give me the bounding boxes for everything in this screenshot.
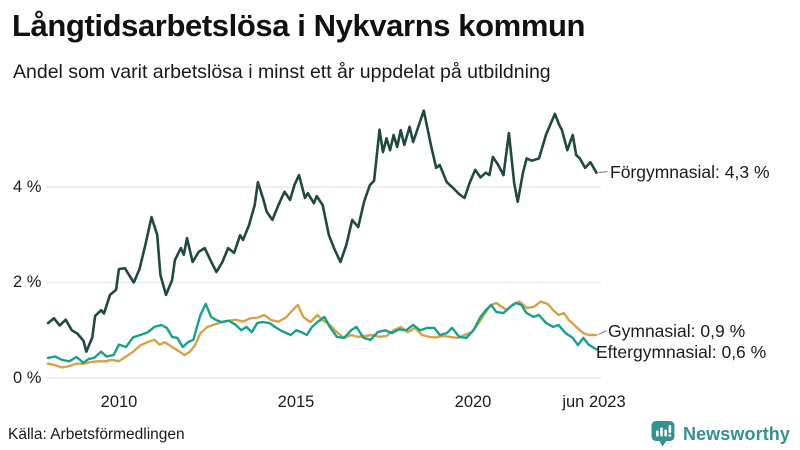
line-förgymnasial [46,109,598,354]
source-note: Källa: Arbetsförmedlingen [8,426,185,443]
newsworthy-logo: Newsworthy [651,420,790,448]
y-tick-0: 0 % [13,369,42,387]
x-tick-2010: 2010 [100,393,138,411]
x-tick-jun-2023: jun 2023 [562,393,626,411]
page-title: Långtidsarbetslösa i Nykvarns kommun [12,8,586,43]
x-tick-2015: 2015 [277,393,315,411]
y-tick-4: 4 % [13,178,42,196]
line-gymnasial [46,300,598,369]
series-label-eftergymnasial: Eftergymnasial: 0,6 % [596,342,767,362]
newsworthy-chart-bubble-icon [651,421,675,447]
line-eftergymnasial [46,301,598,364]
newsworthy-wordmark: Newsworthy [682,423,790,444]
label-connector-1 [598,329,607,336]
series-label-forgymnasial: Förgymnasial: 4,3 % [610,162,770,182]
x-tick-2020: 2020 [454,393,492,411]
series-label-gymnasial: Gymnasial: 0,9 % [608,321,746,341]
label-connector-0 [598,170,608,174]
y-tick-2: 2 % [13,273,42,291]
page-subtitle: Andel som varit arbetslösa i minst ett å… [13,61,551,83]
